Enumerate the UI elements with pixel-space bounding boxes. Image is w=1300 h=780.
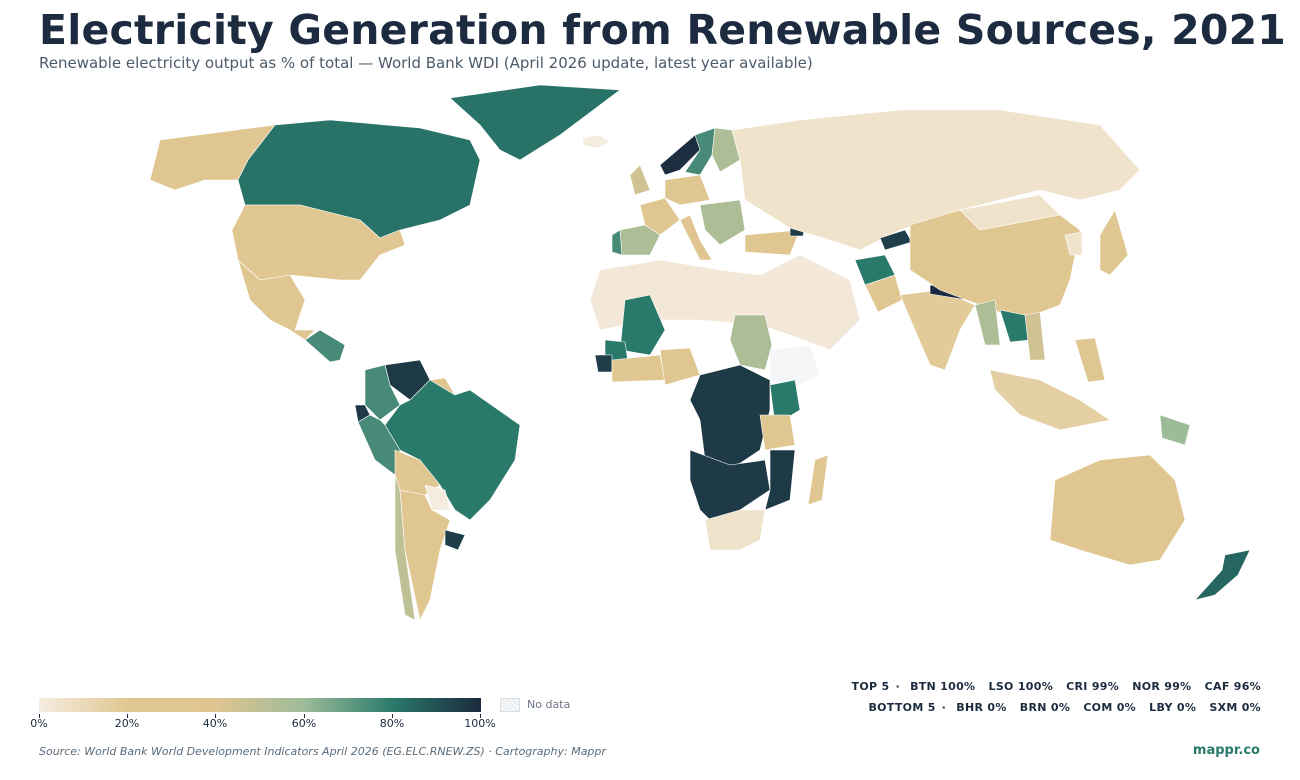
region-greenland	[449, 84, 621, 161]
legend-tick	[304, 714, 305, 718]
top5-item: LSO 100%	[988, 680, 1054, 693]
bottom5-item: SXM 0%	[1209, 701, 1261, 714]
region-ethiopia	[769, 344, 821, 391]
bottom5-item: BRN 0%	[1019, 701, 1071, 714]
region-uruguay	[444, 529, 466, 551]
region-france	[639, 197, 681, 236]
region-turkey	[744, 229, 801, 256]
top5-ranking: TOP 5 · BTN 100% LSO 100% CRI 99% NOR 99%…	[852, 680, 1261, 693]
no-data-label: No data	[527, 698, 571, 711]
region-india	[899, 289, 976, 371]
separator-dot: ·	[941, 701, 947, 714]
map-subtitle: Renewable electricity output as % of tot…	[39, 54, 813, 72]
legend-tick-label: 20%	[114, 717, 140, 730]
legend-tick	[127, 714, 128, 718]
top5-item: CRI 99%	[1066, 680, 1120, 693]
legend-tick	[39, 714, 40, 718]
region-vietnam	[1024, 311, 1046, 361]
region-portugal	[611, 229, 623, 256]
bottom5-item: LBY 0%	[1149, 701, 1197, 714]
top5-item: BTN 100%	[910, 680, 976, 693]
bottom5-item: COM 0%	[1083, 701, 1136, 714]
region-united-kingdom	[629, 164, 651, 196]
region-sudan	[729, 314, 773, 371]
region-myanmar	[974, 299, 1001, 346]
region-central-america	[304, 329, 346, 363]
map-title: Electricity Generation from Renewable So…	[39, 6, 1287, 54]
region-russia-and-central-asia	[731, 109, 1141, 251]
region-kenya	[769, 379, 801, 426]
region-japan	[1099, 209, 1129, 276]
legend-tick-label: 100%	[464, 717, 496, 730]
region-argentina	[399, 489, 451, 621]
legend-tick	[392, 714, 393, 718]
legend-tick	[215, 714, 216, 718]
region-tanzania	[759, 414, 796, 451]
region-central-africa	[689, 364, 771, 471]
region-madagascar	[807, 454, 829, 506]
region-iceland	[582, 134, 611, 149]
legend-gradient-bar	[39, 698, 481, 712]
region-germany	[664, 174, 711, 206]
region-australia	[1049, 454, 1186, 566]
legend-tick-label: 80%	[379, 717, 405, 730]
region-papua-new-guinea	[1159, 414, 1191, 446]
region-balkans	[699, 199, 746, 246]
region-korea	[1064, 231, 1083, 256]
bottom5-ranking: BOTTOM 5 · BHR 0% BRN 0% COM 0% LBY 0% SX…	[868, 701, 1261, 714]
region-north-africa-and-middle-east	[589, 254, 861, 351]
world-map	[149, 84, 1251, 621]
legend-tick-label: 60%	[291, 717, 317, 730]
legend-tick-label: 40%	[202, 717, 228, 730]
region-brazil	[384, 379, 521, 521]
region-finland	[711, 127, 741, 173]
region-mozambique	[764, 449, 796, 511]
region-peru	[357, 414, 401, 476]
source-note: Source: World Bank World Development Ind…	[39, 745, 606, 758]
no-data-swatch	[500, 698, 520, 712]
top5-item: CAF 96%	[1204, 680, 1261, 693]
region-italy	[679, 214, 713, 261]
color-legend: 0% 20% 40% 60% 80% 100% No data	[30, 698, 599, 738]
bottom5-item: BHR 0%	[956, 701, 1007, 714]
region-new-zealand	[1194, 549, 1251, 601]
region-paraguay	[424, 484, 451, 511]
region-sierra-leone	[594, 354, 613, 373]
brand-link[interactable]: mappr.co	[1192, 743, 1260, 758]
region-philippines	[1074, 337, 1106, 383]
region-nigeria	[659, 347, 701, 386]
region-mexico	[237, 259, 316, 341]
region-south-africa	[704, 509, 766, 551]
bottom5-label: BOTTOM 5	[868, 701, 936, 714]
region-southeast-asia-islands	[989, 369, 1111, 431]
top5-label: TOP 5	[851, 680, 890, 693]
separator-dot: ·	[895, 680, 900, 693]
legend-tick	[480, 714, 481, 718]
region-west-africa-coast	[611, 354, 666, 383]
top5-item: NOR 99%	[1132, 680, 1192, 693]
region-china	[909, 209, 1081, 321]
legend-tick-label: 0%	[30, 717, 48, 730]
